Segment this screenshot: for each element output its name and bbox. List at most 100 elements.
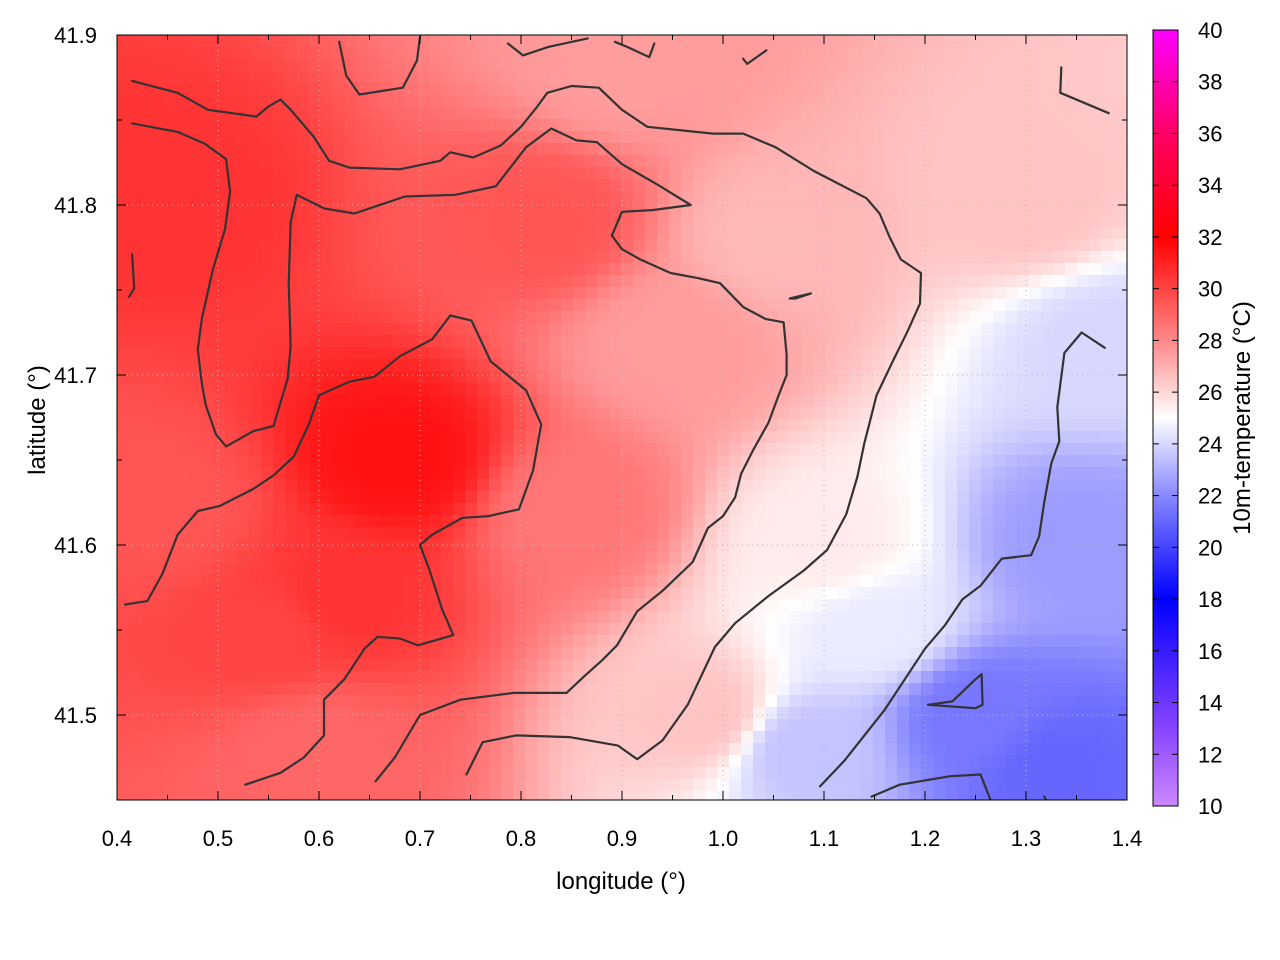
- field-cell: [345, 143, 358, 156]
- field-cell: [969, 407, 982, 420]
- field-cell: [309, 191, 322, 204]
- field-cell: [633, 107, 646, 120]
- field-cell: [945, 623, 958, 636]
- field-cell: [345, 71, 358, 84]
- field-cell: [921, 239, 934, 252]
- field-cell: [909, 539, 922, 552]
- field-cell: [909, 191, 922, 204]
- field-cell: [513, 719, 526, 732]
- field-cell: [1077, 515, 1090, 528]
- field-cell: [261, 491, 274, 504]
- field-cell: [405, 239, 418, 252]
- field-cell: [957, 635, 970, 648]
- field-cell: [753, 671, 766, 684]
- field-cell: [333, 479, 346, 492]
- field-cell: [357, 659, 370, 672]
- field-cell: [429, 347, 442, 360]
- field-cell: [993, 515, 1006, 528]
- field-cell: [177, 119, 190, 132]
- field-cell: [609, 467, 622, 480]
- field-cell: [1053, 659, 1066, 672]
- field-cell: [597, 659, 610, 672]
- field-cell: [249, 215, 262, 228]
- field-cell: [609, 455, 622, 468]
- field-cell: [333, 95, 346, 108]
- field-cell: [729, 71, 742, 84]
- field-cell: [729, 215, 742, 228]
- field-cell: [993, 83, 1006, 96]
- field-cell: [837, 203, 850, 216]
- field-cell: [273, 575, 286, 588]
- field-cell: [357, 635, 370, 648]
- field-cell: [405, 299, 418, 312]
- field-cell: [141, 563, 154, 576]
- field-cell: [1029, 35, 1042, 48]
- field-cell: [657, 227, 670, 240]
- field-cell: [825, 131, 838, 144]
- field-cell: [141, 431, 154, 444]
- field-cell: [441, 287, 454, 300]
- field-cell: [933, 323, 946, 336]
- field-cell: [1065, 707, 1078, 720]
- field-cell: [705, 227, 718, 240]
- field-cell: [657, 467, 670, 480]
- field-cell: [393, 263, 406, 276]
- field-cell: [177, 239, 190, 252]
- field-cell: [765, 503, 778, 516]
- field-cell: [729, 731, 742, 744]
- field-cell: [201, 599, 214, 612]
- field-cell: [441, 155, 454, 168]
- field-cell: [1005, 587, 1018, 600]
- field-cell: [861, 371, 874, 384]
- field-cell: [837, 59, 850, 72]
- field-cell: [297, 47, 310, 60]
- field-cell: [597, 431, 610, 444]
- field-cell: [345, 587, 358, 600]
- field-cell: [897, 443, 910, 456]
- field-cell: [777, 431, 790, 444]
- field-cell: [813, 335, 826, 348]
- field-cell: [165, 671, 178, 684]
- field-cell: [993, 587, 1006, 600]
- field-cell: [1065, 383, 1078, 396]
- field-cell: [1065, 611, 1078, 624]
- field-cell: [201, 623, 214, 636]
- field-cell: [225, 47, 238, 60]
- field-cell: [321, 647, 334, 660]
- field-cell: [429, 215, 442, 228]
- field-cell: [405, 359, 418, 372]
- field-cell: [789, 83, 802, 96]
- field-cell: [1053, 467, 1066, 480]
- field-cell: [513, 275, 526, 288]
- field-cell: [369, 71, 382, 84]
- field-cell: [213, 623, 226, 636]
- field-cell: [693, 563, 706, 576]
- field-cell: [549, 671, 562, 684]
- field-cell: [1005, 635, 1018, 648]
- field-cell: [477, 527, 490, 540]
- field-cell: [765, 659, 778, 672]
- field-cell: [813, 503, 826, 516]
- field-cell: [897, 71, 910, 84]
- field-cell: [849, 251, 862, 264]
- field-cell: [237, 239, 250, 252]
- field-cell: [993, 671, 1006, 684]
- field-cell: [1053, 575, 1066, 588]
- field-cell: [993, 647, 1006, 660]
- field-cell: [573, 251, 586, 264]
- field-cell: [741, 215, 754, 228]
- field-cell: [117, 707, 130, 720]
- field-cell: [981, 335, 994, 348]
- field-cell: [321, 635, 334, 648]
- field-cell: [357, 395, 370, 408]
- field-cell: [321, 251, 334, 264]
- field-cell: [309, 35, 322, 48]
- field-cell: [561, 287, 574, 300]
- field-cell: [1029, 155, 1042, 168]
- field-cell: [153, 47, 166, 60]
- field-cell: [201, 311, 214, 324]
- field-cell: [885, 203, 898, 216]
- field-cell: [1113, 359, 1126, 372]
- field-cell: [1125, 155, 1127, 168]
- field-cell: [933, 575, 946, 588]
